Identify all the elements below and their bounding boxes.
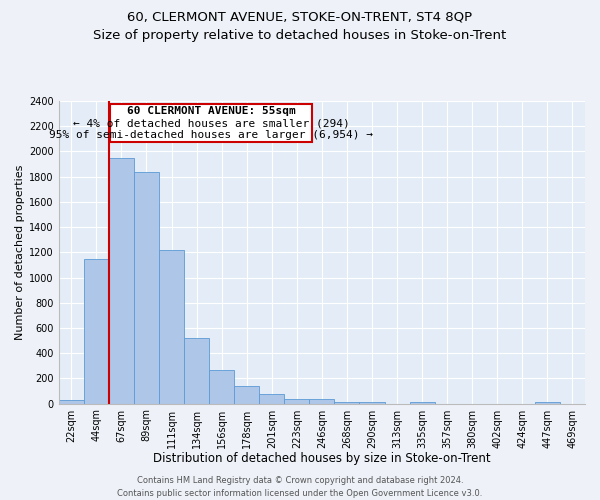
Text: ← 4% of detached houses are smaller (294): ← 4% of detached houses are smaller (294… [73,118,349,128]
Bar [134,172,159,404]
Bar [184,338,209,404]
Text: 60, CLERMONT AVENUE, STOKE-ON-TRENT, ST4 8QP
Size of property relative to detach: 60, CLERMONT AVENUE, STOKE-ON-TRENT, ST4… [94,10,506,42]
Bar [59,400,84,404]
FancyBboxPatch shape [110,104,312,142]
Bar [535,402,560,404]
Text: Contains HM Land Registry data © Crown copyright and database right 2024.
Contai: Contains HM Land Registry data © Crown c… [118,476,482,498]
Bar [359,402,385,404]
Bar [84,258,109,404]
Bar [209,370,234,404]
X-axis label: Distribution of detached houses by size in Stoke-on-Trent: Distribution of detached houses by size … [153,452,491,465]
Bar [159,250,184,404]
Y-axis label: Number of detached properties: Number of detached properties [15,164,25,340]
Bar [410,402,434,404]
Bar [310,399,334,404]
Text: 95% of semi-detached houses are larger (6,954) →: 95% of semi-detached houses are larger (… [49,130,373,140]
Bar [259,394,284,404]
Bar [109,158,134,404]
Bar [334,402,359,404]
Bar [284,398,310,404]
Bar [234,386,259,404]
Text: 60 CLERMONT AVENUE: 55sqm: 60 CLERMONT AVENUE: 55sqm [127,106,295,116]
